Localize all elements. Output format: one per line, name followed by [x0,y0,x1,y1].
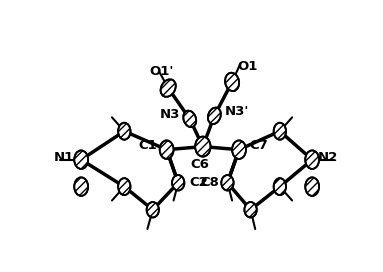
Ellipse shape [274,123,286,140]
Text: N3: N3 [159,108,180,121]
Text: C7: C7 [249,138,268,152]
Ellipse shape [74,177,88,196]
Ellipse shape [274,178,286,195]
Text: O1: O1 [237,60,258,73]
Ellipse shape [305,177,319,196]
Ellipse shape [118,123,131,140]
Ellipse shape [147,202,159,217]
Ellipse shape [160,79,176,97]
Text: N3': N3' [224,105,249,118]
Text: N1: N1 [54,151,74,164]
Ellipse shape [195,137,211,157]
Ellipse shape [305,150,319,169]
Text: C8: C8 [200,175,219,188]
Ellipse shape [225,73,239,91]
Text: O1': O1' [150,65,174,78]
Ellipse shape [74,150,88,169]
Text: C1: C1 [138,138,157,152]
Ellipse shape [232,140,246,159]
Ellipse shape [172,175,184,190]
Text: N2: N2 [318,151,339,164]
Ellipse shape [244,202,257,217]
Text: C6: C6 [190,158,209,171]
Ellipse shape [160,140,173,159]
Ellipse shape [183,111,196,127]
Text: C2: C2 [189,175,208,188]
Ellipse shape [208,107,221,124]
Ellipse shape [118,178,131,195]
Ellipse shape [221,175,234,190]
